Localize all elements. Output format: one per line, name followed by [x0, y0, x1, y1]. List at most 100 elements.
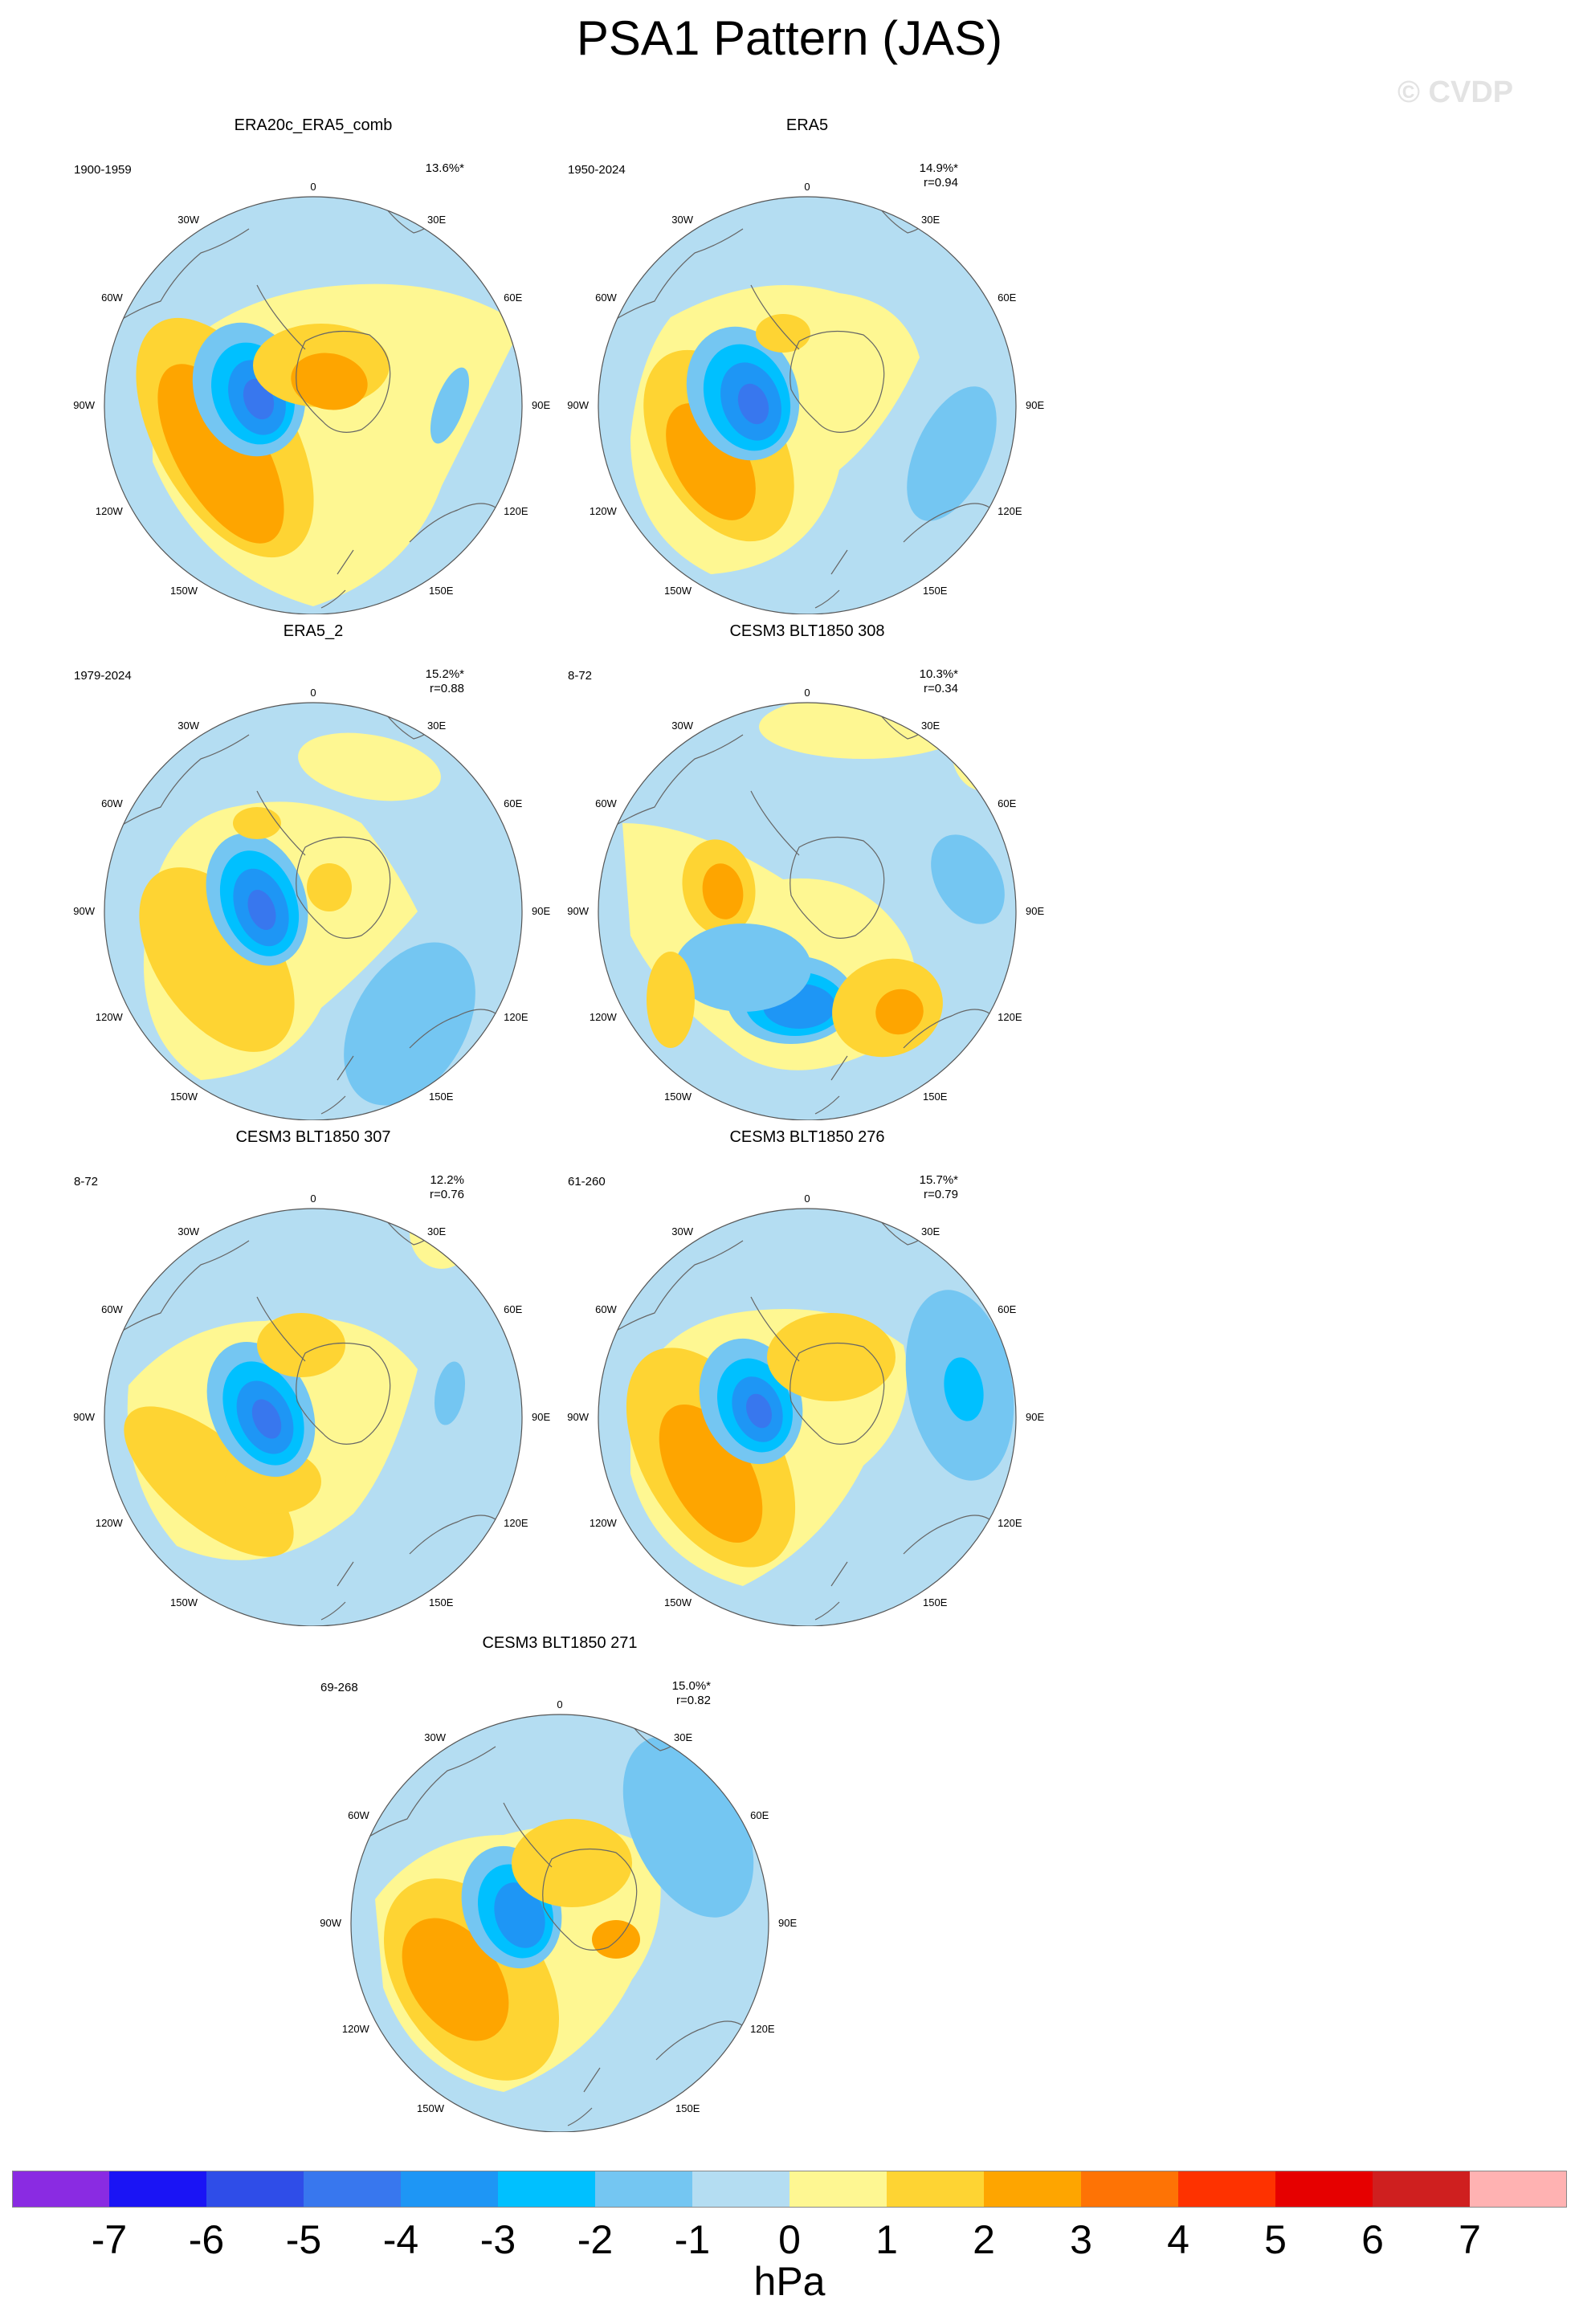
- longitude-label: 120E: [504, 1517, 528, 1529]
- longitude-label: 120W: [590, 1011, 618, 1023]
- longitude-label: 60W: [348, 1809, 369, 1821]
- longitude-label: 60W: [595, 292, 617, 304]
- longitude-label: 60E: [504, 292, 522, 304]
- longitude-label: 30W: [671, 720, 693, 732]
- longitude-label: 150E: [429, 1091, 454, 1103]
- panel-stats: 10.3%* r=0.34: [920, 667, 958, 696]
- colorbar-swatch: [790, 2171, 887, 2208]
- longitude-label: 30W: [177, 214, 199, 226]
- panel-title: CESM3 BLT1850 271: [482, 1634, 638, 1652]
- cvdp-watermark: © CVDP: [1397, 75, 1514, 109]
- longitude-label: 120E: [504, 1011, 528, 1023]
- anomaly-contour: [373, 981, 454, 1083]
- panel-period: 69-268: [320, 1681, 358, 1694]
- longitude-label: 60E: [998, 292, 1016, 304]
- longitude-label: 90E: [532, 399, 550, 411]
- longitude-label: 90W: [567, 905, 589, 917]
- colorbar-swatch: [1470, 2171, 1567, 2208]
- antarctica-coastline: [296, 836, 391, 939]
- new-zealand-coastline: [814, 1561, 848, 1621]
- colorbar-tick-label: -1: [674, 2217, 711, 2262]
- longitude-label: 30E: [427, 720, 446, 732]
- new-zealand-coastline: [320, 549, 354, 609]
- antarctica-coastline: [296, 1342, 391, 1445]
- anomaly-contour: [298, 732, 441, 801]
- variance-explained: 15.0%*: [671, 1679, 711, 1693]
- panel-title: ERA5_2: [283, 622, 344, 640]
- longitude-label: 150W: [170, 1596, 198, 1608]
- longitude-label: 0: [804, 1193, 810, 1205]
- anomaly-contour: [251, 1399, 282, 1439]
- longitude-label: 90W: [567, 1411, 589, 1423]
- polar-map: 018030E30W60E60W90E90W120E120W150E150W: [320, 1698, 797, 2132]
- longitude-label: 150E: [923, 1596, 948, 1608]
- new-zealand-coastline: [320, 1561, 354, 1621]
- longitude-label: 90W: [320, 1917, 341, 1929]
- panel-period: 1900-1959: [74, 163, 132, 177]
- polar-map: 018030E30W60E60W90E90W120E120W150E150W: [567, 1193, 1044, 1626]
- colorbar-swatch: [401, 2171, 498, 2208]
- figure-title: PSA1 Pattern (JAS): [576, 11, 1003, 65]
- colorbar-tick-label: -4: [382, 2217, 419, 2262]
- map-boundary: [104, 1208, 523, 1626]
- longitude-label: 30E: [921, 720, 940, 732]
- longitude-label: 30E: [674, 1731, 692, 1743]
- panel-period: 8-72: [74, 1175, 99, 1189]
- colorbar-swatch: [1373, 2171, 1470, 2208]
- antarctica-coastline: [790, 1342, 885, 1445]
- anomaly-contour: [907, 386, 997, 521]
- antarctic-peninsula: [750, 284, 800, 350]
- longitude-label: 60E: [998, 1303, 1016, 1315]
- longitude-label: 30E: [921, 1225, 940, 1237]
- longitude-label: 120E: [750, 2023, 775, 2035]
- panel-stats: 15.7%* r=0.79: [920, 1173, 958, 1202]
- map-panel: CESM3 BLT1850 27169-26815.0%*r=0.8201803…: [303, 1634, 817, 2132]
- south-america-coastline: [606, 228, 744, 326]
- longitude-label: 120W: [96, 1011, 124, 1023]
- longitude-label: 120E: [504, 505, 528, 517]
- longitude-label: 90W: [567, 399, 589, 411]
- panel-title: CESM3 BLT1850 276: [729, 1128, 885, 1146]
- panel-stats: 15.0%* r=0.82: [672, 1679, 711, 1708]
- antarctica-coastline: [542, 1848, 638, 1951]
- longitude-label: 30W: [424, 1731, 446, 1743]
- anomaly-contour: [291, 353, 368, 410]
- colorbar-swatch: [692, 2171, 790, 2208]
- anomaly-contour: [767, 1313, 896, 1401]
- longitude-label: 30W: [671, 214, 693, 226]
- anomaly-contour: [307, 863, 352, 911]
- longitude-label: 0: [310, 687, 316, 699]
- longitude-label: 120E: [998, 1011, 1022, 1023]
- anomaly-contour: [702, 863, 744, 919]
- anomaly-contour: [952, 711, 1016, 791]
- colorbar-tick-label: -3: [479, 2217, 516, 2262]
- map-boundary: [104, 702, 523, 1120]
- variance-explained: 12.2%: [430, 1173, 464, 1187]
- anomaly-contour: [157, 364, 284, 544]
- antarctic-peninsula: [750, 1296, 800, 1362]
- longitude-label: 30E: [427, 214, 446, 226]
- longitude-label: 0: [804, 687, 810, 699]
- panel-title: ERA20c_ERA5_comb: [234, 116, 393, 134]
- longitude-label: 120W: [590, 1517, 618, 1529]
- colorbar-tick-label: 3: [1070, 2217, 1092, 2262]
- longitude-label: 90W: [73, 1411, 95, 1423]
- anomaly-contour: [592, 1920, 640, 1959]
- map-panel: CESM3 BLT1850 3078-7212.2%r=0.76018030E3…: [56, 1128, 570, 1626]
- map-panel: ERA51950-202414.9%*r=0.94018030E30W60E60…: [550, 116, 1064, 614]
- longitude-label: 90W: [73, 399, 95, 411]
- variance-explained: 14.9%*: [919, 161, 958, 175]
- longitude-label: 150W: [170, 1091, 198, 1103]
- antarctic-peninsula: [750, 790, 800, 856]
- south-america-coastline: [112, 228, 250, 326]
- anomaly-contour: [659, 1405, 763, 1543]
- anomaly-contour: [257, 1313, 345, 1377]
- map-panel: ERA20c_ERA5_comb1900-195913.6%*018030E30…: [56, 116, 570, 614]
- panel-title: ERA5: [785, 116, 829, 134]
- colorbar-swatch: [1275, 2171, 1373, 2208]
- longitude-label: 150W: [664, 1596, 692, 1608]
- longitude-label: 60E: [998, 797, 1016, 809]
- new-zealand-coastline: [814, 549, 848, 609]
- longitude-label: 30W: [671, 1225, 693, 1237]
- antarctic-peninsula: [256, 790, 306, 856]
